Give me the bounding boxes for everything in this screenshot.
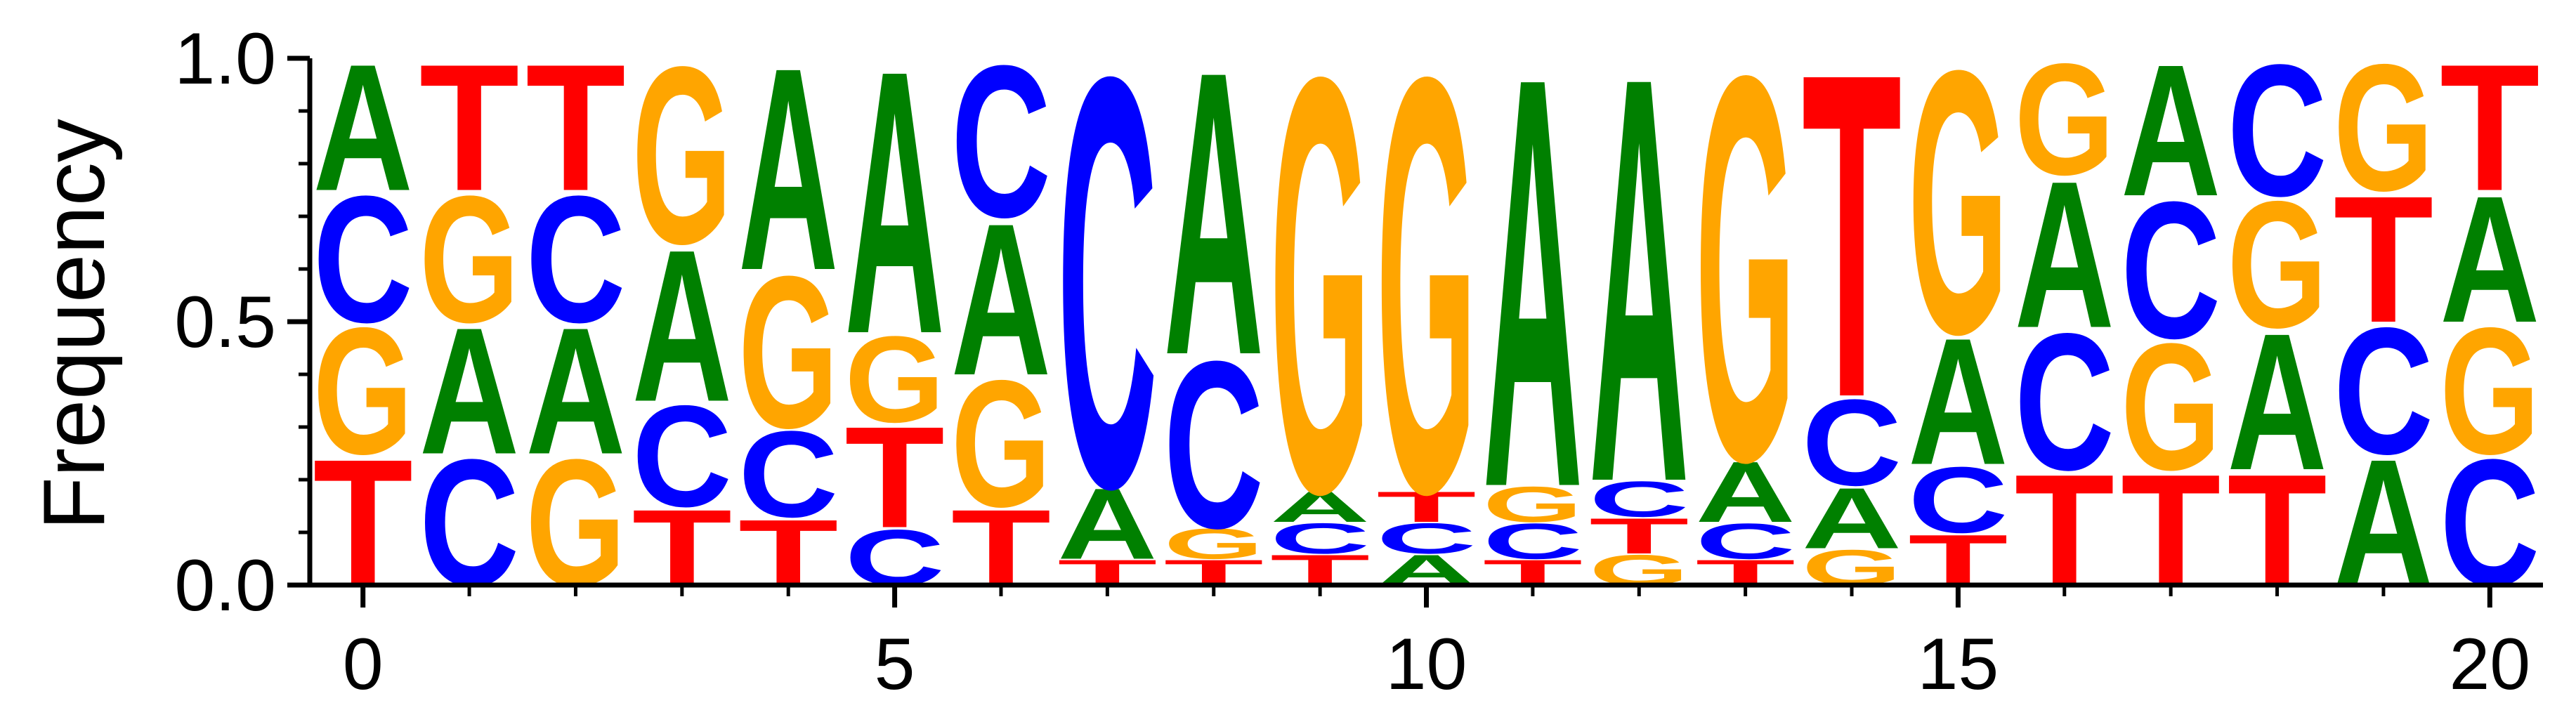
logo-letter-C: C [2334, 290, 2433, 492]
logo-letter-C: C [1695, 513, 1795, 570]
logo-letter-G: G [2334, 27, 2433, 229]
logo-letter-G: G [738, 230, 838, 473]
logo-letter-C: C [1057, 0, 1157, 610]
logo-letter-G: G [1483, 476, 1583, 532]
logo-letter-C: C [1908, 447, 2008, 552]
logo-letter-A: A [525, 290, 625, 492]
logo-letter-T: T [1589, 508, 1689, 565]
logo-letter-A: A [2440, 159, 2539, 360]
logo-letter-C: C [1589, 471, 1689, 527]
logo-letter-T: T [1802, 0, 1902, 494]
logo-letter-G: G [2440, 291, 2539, 492]
logo-letter-G: G [2121, 306, 2221, 508]
logo-letter-C: C [1802, 374, 1902, 511]
logo-letter-G: G [2015, 30, 2114, 208]
logo-letter-A: A [1802, 470, 1902, 567]
logo-letter-A: A [2121, 25, 2221, 235]
logo-letter-A: A [1057, 467, 1157, 580]
logo-letter-C: C [313, 159, 413, 360]
logo-letter-C: C [525, 159, 625, 360]
logo-letter-C: C [632, 376, 732, 537]
logo-letter-A: A [1695, 443, 1795, 540]
logo-letter-A: A [2015, 137, 2114, 372]
y-tick-label: 1.0 [174, 18, 276, 100]
y-tick-label: 0.0 [174, 545, 276, 626]
logo-letter-C: C [951, 20, 1051, 262]
x-tick-label: 5 [875, 624, 915, 705]
logo-letter-G: G [2227, 164, 2327, 366]
x-ticks: 0 5 10 15 20 [343, 585, 2530, 705]
logo-letter-T: T [844, 396, 944, 558]
logo-letter-G: G [1270, 0, 1370, 617]
logo-letter-A: A [632, 205, 732, 447]
logo-letter-A: A [1589, 0, 1689, 603]
x-tick-label: 0 [343, 624, 384, 705]
logo-letter-C: C [738, 406, 838, 543]
logo-letter-G: G [951, 343, 1051, 545]
logo-letter-G: G [1696, 0, 1796, 576]
logo-letter-G: G [1164, 519, 1264, 567]
logo-letter-C: C [2121, 162, 2221, 379]
logo-letter-T: T [2334, 158, 2433, 360]
x-tick-label: 15 [1918, 624, 1999, 705]
x-tick-label: 20 [2449, 624, 2530, 705]
logo-letter-T: T [525, 27, 625, 228]
logo-letter-G: G [313, 291, 413, 492]
y-axis-title: Frequency [26, 119, 123, 530]
logo-letter-A: A [1483, 0, 1583, 610]
logo-letter-C: C [1164, 312, 1264, 578]
logo-letter-G: G [1908, 0, 2008, 412]
y-tick-label: 0.5 [174, 282, 276, 363]
logo-letter-T: T [419, 27, 519, 228]
logo-letter-G: G [419, 159, 519, 360]
logo-letter-A: A [1270, 483, 1370, 531]
y-ticks: 0.0 0.5 1.0 [174, 18, 310, 626]
logo-letter-A: A [844, 0, 944, 412]
logo-letter-A: A [419, 290, 519, 492]
logo-letter-C: C [2227, 25, 2327, 235]
logo-letter-A: A [2227, 294, 2327, 511]
logo-letter-A: A [1164, 0, 1264, 440]
logo-letter-A: A [313, 27, 413, 228]
logo-letter-C: C [1483, 513, 1583, 570]
logo-letter-T: T [1376, 483, 1476, 532]
logo-letter-T: T [2440, 27, 2539, 228]
logo-letter-A: A [1908, 301, 2008, 502]
logo-letter-G: G [1376, 0, 1476, 617]
logo-letter-C: C [2015, 294, 2114, 511]
logo-letter-A: A [738, 8, 838, 331]
logo-letter-C: C [1376, 514, 1476, 563]
x-tick-label: 10 [1386, 624, 1467, 705]
logo-letter-G: G [844, 310, 944, 447]
logo-letter-C: C [1270, 514, 1370, 563]
logo-letter-A: A [951, 178, 1051, 420]
logo-letter-G: G [632, 13, 732, 296]
